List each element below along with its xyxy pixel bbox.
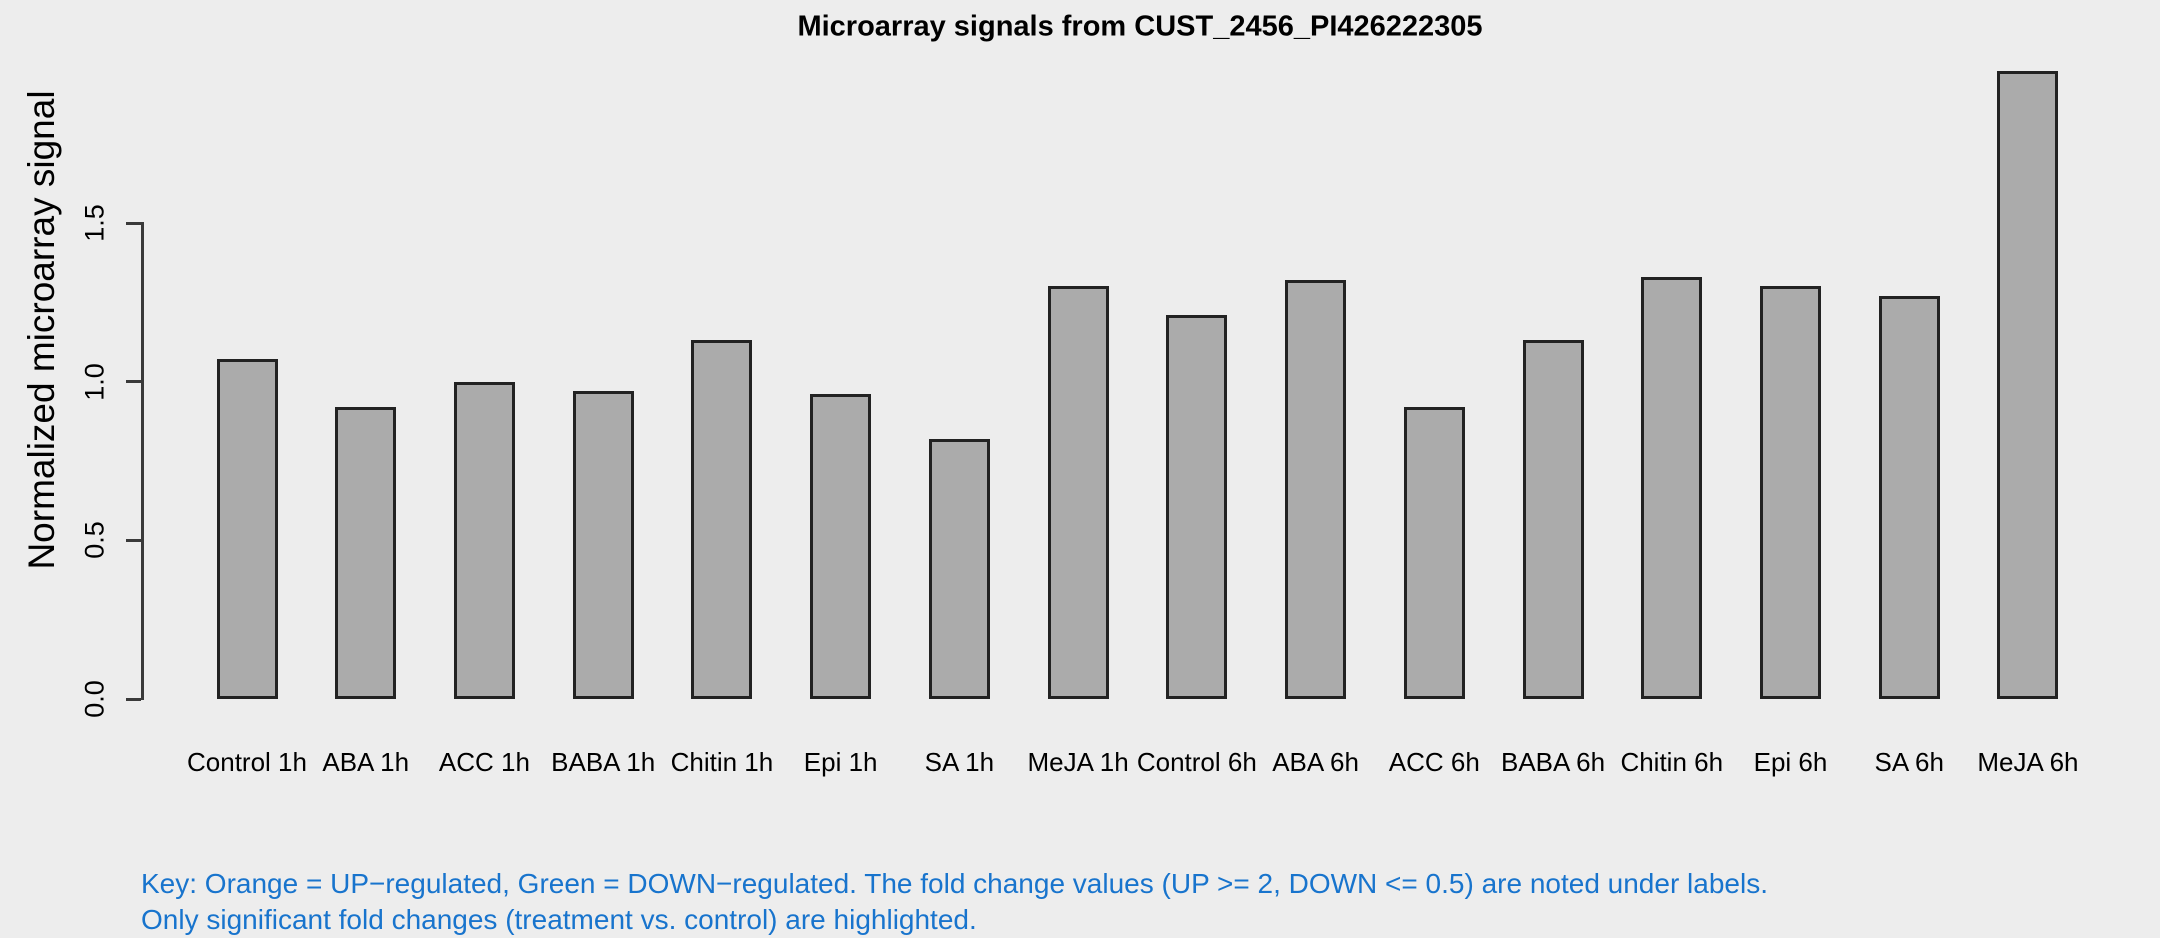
bar-control-1h <box>216 359 278 699</box>
y-tick-label: 1.0 <box>79 362 110 401</box>
x-tick-label-epi-1h: Epi 1h <box>803 747 878 777</box>
x-tick-label-control-6h: Control 6h <box>1136 747 1257 777</box>
x-tick-label-meja-6h: MeJA 6h <box>1977 747 2079 777</box>
bar-baba-6h <box>1522 340 1584 699</box>
bar-baba-1h <box>572 391 634 699</box>
bar-control-6h <box>1166 315 1228 699</box>
bar-acc-1h <box>453 381 515 699</box>
bar-chitin-6h <box>1641 276 1703 699</box>
bar-epi-6h <box>1759 286 1821 699</box>
x-tick-label-sa-6h: SA 6h <box>1874 747 1944 777</box>
x-tick-label-acc-1h: ACC 1h <box>438 747 530 777</box>
x-tick-label-acc-6h: ACC 6h <box>1388 747 1480 777</box>
x-tick-label-aba-1h: ABA 1h <box>322 747 410 777</box>
bar-meja-1h <box>1047 286 1109 699</box>
bar-acc-6h <box>1403 407 1465 699</box>
x-tick-label-chitin-1h: Chitin 1h <box>670 747 774 777</box>
x-tick-label-epi-6h: Epi 6h <box>1753 747 1828 777</box>
bar-meja-6h <box>1997 70 2059 699</box>
bar-sa-1h <box>928 438 990 699</box>
bar-aba-1h <box>335 407 397 699</box>
y-tick-label: 0.5 <box>79 521 110 560</box>
key-note: Key: Orange = UP−regulated, Green = DOWN… <box>141 866 1768 938</box>
key-note-line-2: Only significant fold changes (treatment… <box>141 904 977 935</box>
bar-chitin-1h <box>691 340 753 699</box>
x-tick-label-sa-1h: SA 1h <box>924 747 995 777</box>
x-tick-label-meja-1h: MeJA 1h <box>1027 747 1129 777</box>
chart-title: Microarray signals from CUST_2456_PI4262… <box>797 10 1483 43</box>
x-tick-label-baba-1h: BABA 1h <box>551 747 656 777</box>
bar-aba-6h <box>1285 280 1347 699</box>
x-tick-label-control-1h: Control 1h <box>187 747 307 777</box>
bar-epi-1h <box>810 394 872 699</box>
y-axis-line <box>141 222 144 700</box>
x-tick-label-baba-6h: BABA 6h <box>1500 747 1606 777</box>
y-axis-title: Normalized microarray signal <box>21 90 62 570</box>
y-tick-label: 0.0 <box>79 680 110 718</box>
y-tick-mark <box>126 697 141 701</box>
y-tick-label: 1.5 <box>79 204 110 242</box>
bar-sa-6h <box>1878 295 1940 699</box>
key-note-line-1: Key: Orange = UP−regulated, Green = DOWN… <box>141 868 1768 899</box>
y-tick-mark <box>126 380 141 384</box>
y-tick-mark <box>126 221 141 225</box>
x-tick-label-chitin-6h: Chitin 6h <box>1620 747 1724 777</box>
y-tick-mark <box>126 538 141 542</box>
x-tick-label-aba-6h: ABA 6h <box>1272 747 1359 777</box>
